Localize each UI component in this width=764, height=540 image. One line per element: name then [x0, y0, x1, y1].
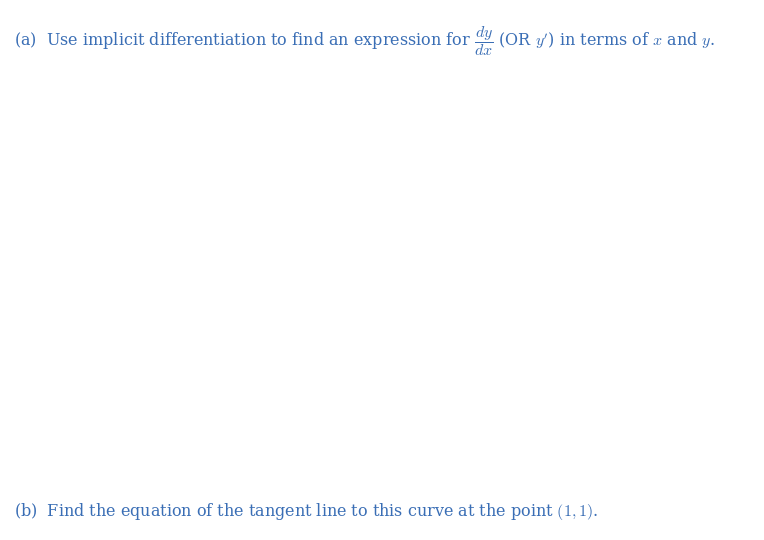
Text: (a)  Use implicit differentiation to find an expression for $\dfrac{dy}{dx}$ (OR: (a) Use implicit differentiation to find… [14, 24, 715, 58]
Text: (b)  Find the equation of the tangent line to this curve at the point $(1,1)$.: (b) Find the equation of the tangent lin… [14, 501, 598, 522]
